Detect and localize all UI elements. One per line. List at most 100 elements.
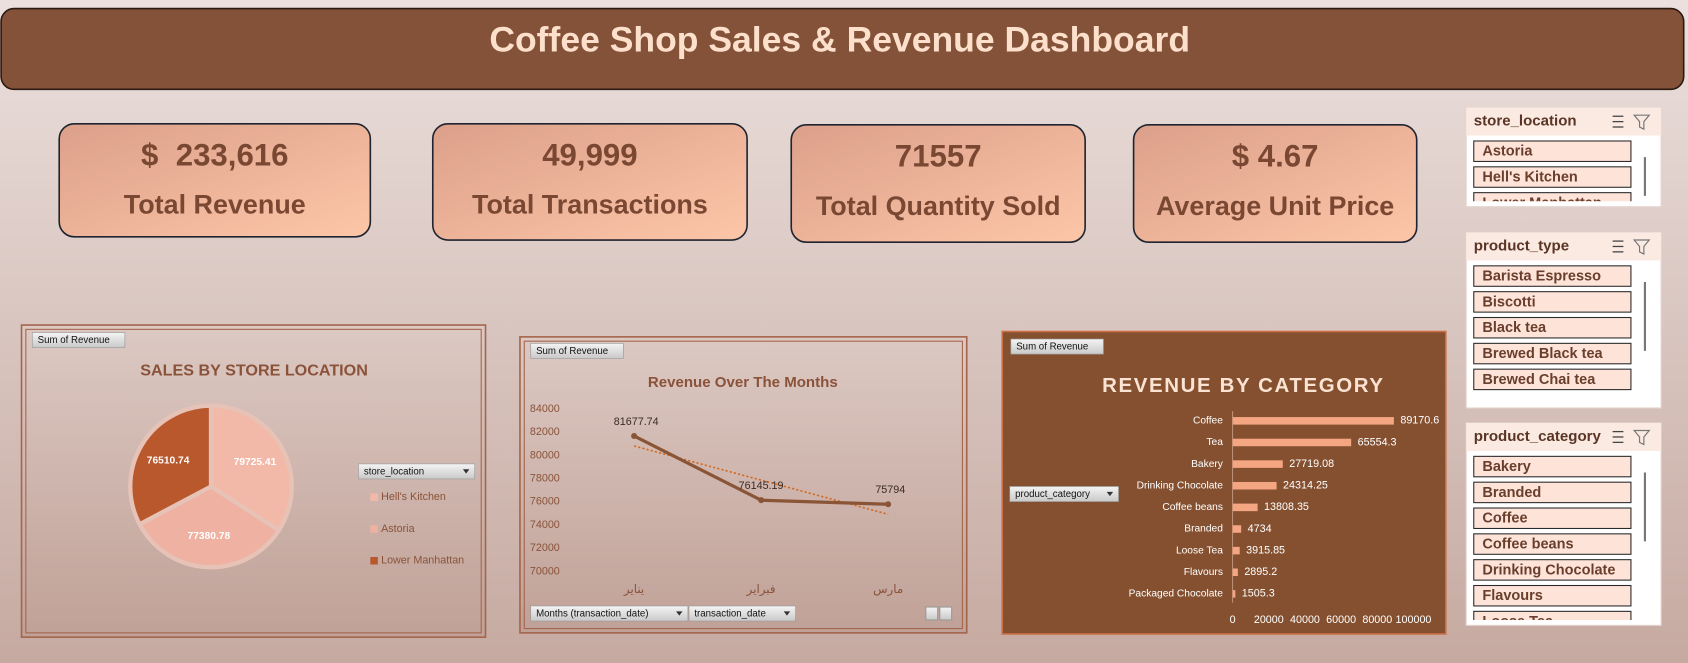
slicer-item[interactable] — [1473, 166, 1632, 188]
line-point — [631, 432, 638, 439]
field-button[interactable]: product_category — [1009, 486, 1119, 502]
x-tick-label: 0 — [1230, 614, 1236, 626]
dropdown-arrow — [676, 611, 683, 616]
clear-filter-button[interactable] — [1632, 114, 1651, 131]
field-button[interactable]: Months (transaction_date) — [530, 605, 689, 622]
x-tick-label: يناير — [623, 582, 644, 597]
kpi-cards: $ 233,616 Total Revenue 49,999 Total Transa… — [58, 122, 1418, 243]
kpi-value: $ 233,616 — [141, 137, 289, 172]
x-tick-label: 80000 — [1362, 614, 1392, 626]
slicer-item[interactable] — [1473, 192, 1632, 213]
slicer-item-label: Bakery — [1482, 459, 1530, 475]
x-tick-label: 20000 — [1254, 614, 1284, 626]
field-button[interactable]: transaction_date — [688, 605, 796, 622]
field-button-box — [358, 463, 476, 480]
data-label: 4734 — [1248, 523, 1272, 535]
y-tick-label: Coffee — [1193, 416, 1223, 427]
chart-title: REVENUE BY CATEGORY — [1102, 374, 1384, 397]
field-button[interactable]: Sum of Revenue — [530, 343, 624, 359]
slicer-items: Bakery Branded Coffee Coffee beans Drinking … — [1473, 455, 1632, 631]
legend-label: Astoria — [381, 523, 414, 535]
legend-swatch — [370, 556, 378, 565]
kpi-label: Total Quantity Sold — [816, 191, 1061, 221]
bar — [1232, 503, 1258, 512]
data-label: 1505.3 — [1242, 588, 1275, 600]
field-button[interactable]: Sum of Revenue — [1010, 338, 1104, 355]
data-label: 76510.74 — [147, 455, 190, 466]
slicer-item[interactable] — [1473, 265, 1632, 287]
slicer-item-label: Hell's Kitchen — [1482, 169, 1577, 185]
charts: Sum of Revenue SALES BY STORE LOCATION 797… — [20, 324, 1447, 638]
multi-select-button[interactable] — [1612, 115, 1624, 128]
multi-select-button[interactable] — [1612, 240, 1624, 253]
expand-button[interactable] — [925, 606, 939, 621]
slicer-item-label: Coffee beans — [1482, 536, 1573, 552]
bar — [1232, 417, 1394, 425]
field-button-label: Months (transaction_date) — [536, 609, 648, 620]
slicer-item[interactable] — [1473, 140, 1632, 162]
slicer-item[interactable] — [1473, 559, 1632, 581]
y-tick-label: Bakery — [1191, 459, 1224, 470]
pie-slice — [128, 403, 214, 528]
kpi-value: 49,999 — [542, 137, 637, 172]
chart-panel — [519, 336, 968, 634]
slicer-item[interactable] — [1473, 316, 1632, 339]
data-label: 2895.2 — [1244, 566, 1277, 578]
field-button[interactable]: store_location — [358, 463, 476, 480]
field-button-label: transaction_date — [694, 609, 766, 620]
field-button-box — [530, 343, 624, 359]
slicer-item[interactable] — [1473, 507, 1632, 530]
slicer-header — [1466, 107, 1662, 136]
kpi-label: Total Revenue — [124, 190, 306, 220]
y-tick-label: Loose Tea — [1176, 545, 1223, 556]
slicer-item[interactable] — [1473, 584, 1632, 607]
field-button-label: store_location — [364, 467, 424, 478]
x-tick-label: 40000 — [1290, 614, 1320, 626]
line-point — [758, 497, 765, 504]
field-button[interactable]: Sum of Revenue — [31, 332, 126, 348]
slicer-item[interactable] — [1473, 342, 1632, 365]
dropdown-arrow — [783, 611, 791, 616]
slicer-item[interactable] — [1473, 291, 1632, 313]
collapse-button[interactable] — [939, 606, 953, 621]
chart-panel-inner — [523, 340, 963, 630]
slicer-item[interactable] — [1473, 455, 1632, 478]
slicer-item-label: Biscotti — [1482, 294, 1535, 310]
slicer-item-label: Astoria — [1482, 144, 1533, 160]
slicer-title: product_type — [1474, 237, 1569, 254]
slicer-item[interactable] — [1473, 610, 1632, 631]
y-tick-label: Coffee beans — [1162, 502, 1223, 513]
chart-title: Revenue Over The Months — [648, 374, 838, 391]
x-tick-label: فبراير — [746, 582, 776, 597]
kpi-value: $ 4.67 — [1232, 138, 1319, 173]
slicer-header — [1466, 232, 1662, 261]
slicer-item-label: Black tea — [1482, 320, 1547, 336]
slicer-item-label: Barista Espresso — [1482, 268, 1601, 284]
field-button-label: Sum of Revenue — [536, 346, 608, 357]
y-tick-label: 74000 — [530, 519, 560, 531]
data-label: 27719.08 — [1289, 458, 1334, 470]
data-label: 89170.6 — [1400, 415, 1439, 427]
data-label: 24314.25 — [1283, 480, 1328, 492]
slicer-item[interactable] — [1473, 368, 1632, 391]
slicer-item[interactable] — [1473, 533, 1632, 555]
multi-select-button[interactable] — [1612, 430, 1624, 444]
bar — [1232, 481, 1277, 490]
kpi-card — [1132, 124, 1418, 243]
bar — [1232, 460, 1283, 468]
line-chart: Sum of Revenue Revenue Over The Months 700… — [519, 336, 968, 634]
kpi-value: 71557 — [895, 138, 982, 173]
bar — [1232, 546, 1240, 555]
slicer-item[interactable] — [1473, 481, 1632, 504]
slicer-items: Astoria Hell's Kitchen Lower Manhattan — [1473, 140, 1632, 213]
bar — [1232, 590, 1236, 598]
dropdown-arrow — [1106, 491, 1114, 497]
data-label: 76145.19 — [739, 480, 784, 492]
clear-filter-button[interactable] — [1632, 239, 1651, 255]
legend-swatch — [370, 493, 378, 502]
y-tick-label: 70000 — [530, 565, 560, 577]
legend-label: Lower Manhattan — [381, 555, 464, 567]
clear-filter-button[interactable] — [1632, 429, 1651, 446]
x-tick-label: 100000 — [1396, 614, 1432, 626]
slicer: store_location Astoria Hell's Kitchen Lower… — [1465, 107, 1662, 213]
